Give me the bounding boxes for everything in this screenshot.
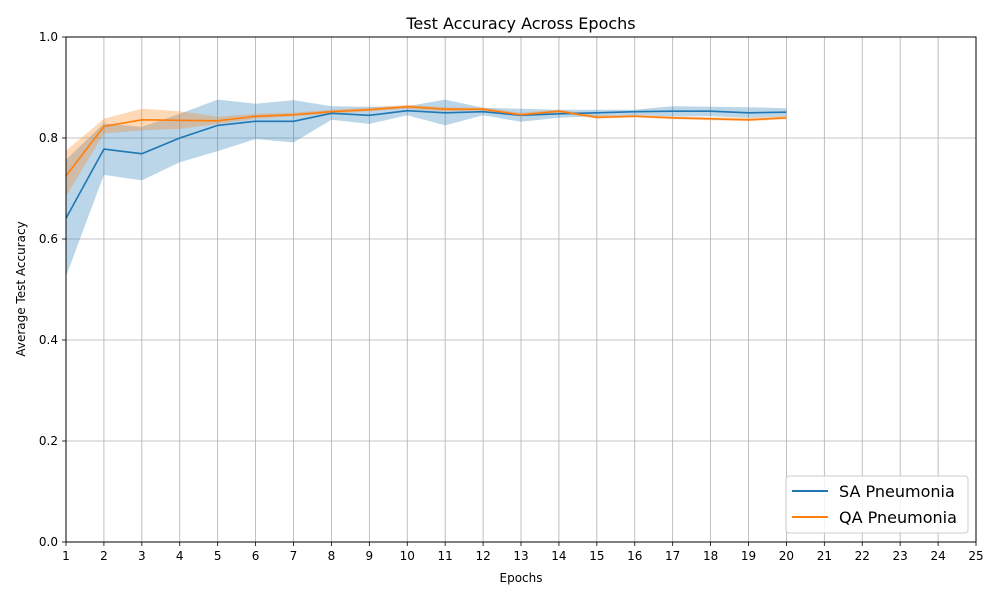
x-tick-label: 2: [100, 549, 108, 563]
series-line-qa: [65, 105, 787, 177]
series-line-sa: [65, 109, 787, 219]
x-tick-label: 12: [475, 549, 490, 563]
x-tick-label: 25: [968, 549, 983, 563]
series-lines: [65, 105, 787, 219]
x-axis-label: Epochs: [500, 571, 543, 585]
x-tick-label: 19: [741, 549, 756, 563]
x-tick-label: 16: [627, 549, 642, 563]
y-tick-label: 0.6: [39, 232, 58, 246]
y-tick-label: 0.0: [39, 535, 58, 549]
x-tick-label: 21: [817, 549, 832, 563]
legend: SA Pneumonia QA Pneumonia: [785, 475, 969, 534]
x-tick-label: 4: [176, 549, 184, 563]
x-tick-label: 17: [665, 549, 680, 563]
y-tick-label: 0.8: [39, 131, 58, 145]
y-tick-label: 1.0: [39, 30, 58, 44]
x-tick-label: 9: [366, 549, 374, 563]
x-tick-label: 20: [779, 549, 794, 563]
x-tick-label: 6: [252, 549, 260, 563]
x-tick-label: 5: [214, 549, 222, 563]
x-tick-label: 8: [328, 549, 336, 563]
legend-label-qa: QA Pneumonia: [839, 508, 957, 527]
legend-frame: [785, 475, 969, 534]
legend-label-sa: SA Pneumonia: [839, 482, 955, 501]
x-tick-label: 3: [138, 549, 146, 563]
band-qa: [66, 104, 787, 197]
chart-title: Test Accuracy Across Epochs: [405, 14, 635, 33]
x-tick-label: 10: [400, 549, 415, 563]
confidence-bands: [66, 99, 787, 277]
y-axis-label: Average Test Accuracy: [14, 221, 28, 356]
x-tick-label: 23: [893, 549, 908, 563]
x-tick-label: 11: [438, 549, 453, 563]
x-tick-label: 15: [589, 549, 604, 563]
x-tick-label: 13: [513, 549, 528, 563]
x-tick-label: 18: [703, 549, 718, 563]
x-tick-label: 14: [551, 549, 566, 563]
x-tick-label: 24: [930, 549, 945, 563]
axis-ticks: 1 2 3 4 5 6 7 8 9 10 11 12 13 14 15 16 17 18 19 20 21 22 23 24 2…: [39, 30, 984, 563]
y-tick-label: 0.4: [39, 333, 58, 347]
x-tick-label: 22: [855, 549, 870, 563]
x-tick-label: 7: [290, 549, 298, 563]
x-tick-label: 1: [62, 549, 70, 563]
y-tick-label: 0.2: [39, 434, 58, 448]
